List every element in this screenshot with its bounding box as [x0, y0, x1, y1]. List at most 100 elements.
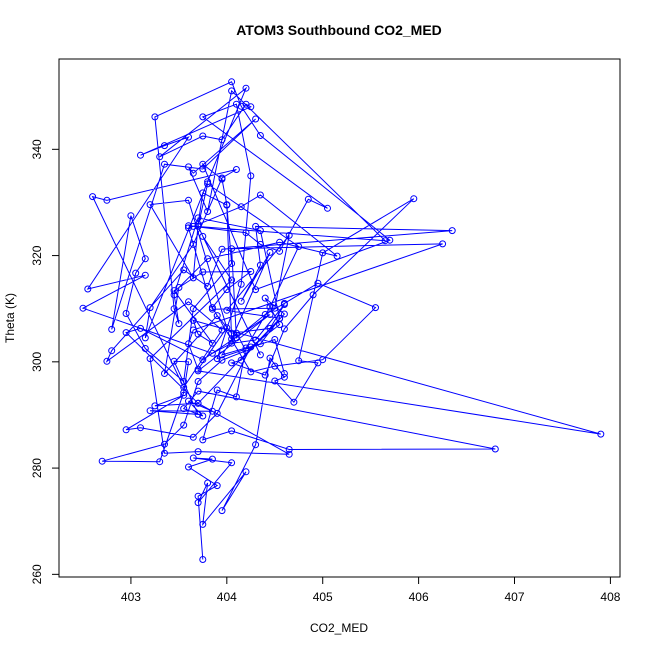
data-point: [218, 136, 226, 144]
data-point: [127, 212, 135, 220]
data-point: [223, 201, 231, 209]
data-point: [170, 291, 178, 299]
data-point: [151, 402, 159, 410]
data-point: [189, 240, 197, 248]
data-point: [309, 291, 317, 299]
data-point: [232, 329, 240, 337]
data-point: [185, 397, 192, 405]
data-point: [218, 245, 226, 253]
data-point: [252, 336, 260, 344]
data-point: [333, 252, 341, 260]
data-point: [228, 276, 236, 284]
data-point: [199, 356, 207, 364]
data-point: [185, 298, 192, 306]
data-point: [108, 325, 116, 333]
data-point: [199, 189, 207, 197]
data-point: [491, 445, 499, 453]
data-point: [256, 351, 264, 359]
data-point: [228, 427, 236, 435]
y-axis: 260 280 300 320 340: [30, 139, 60, 584]
data-point: [189, 316, 197, 324]
data-point: [151, 113, 159, 121]
data-point: [319, 249, 327, 257]
series-group: [79, 78, 605, 563]
data-point: [280, 325, 288, 333]
data-point: [204, 208, 212, 215]
data-point: [204, 282, 212, 290]
data-point: [285, 450, 293, 458]
data-point: [103, 357, 111, 365]
data-point: [89, 193, 97, 201]
data-point: [199, 436, 207, 444]
data-point: [280, 310, 288, 318]
data-point: [189, 222, 197, 230]
data-point: [285, 446, 293, 453]
data-point: [156, 458, 164, 466]
data-point: [266, 354, 274, 362]
data-point: [199, 232, 207, 240]
data-point: [141, 255, 149, 263]
data-point: [218, 326, 226, 334]
data-point: [261, 311, 269, 318]
data-point: [448, 227, 456, 235]
data-point: [185, 224, 192, 232]
data-point: [161, 160, 168, 168]
data-point: [161, 449, 168, 457]
data-point: [108, 347, 116, 355]
data-point: [237, 203, 245, 211]
data-point: [439, 240, 447, 248]
data-point: [161, 370, 168, 377]
data-point: [223, 286, 231, 294]
data-point: [252, 115, 260, 123]
data-point: [261, 371, 269, 379]
plot-frame: [58, 58, 621, 578]
data-point: [247, 343, 255, 351]
data-point: [175, 284, 183, 291]
data-point: [381, 237, 389, 245]
data-point: [266, 324, 274, 332]
data-point: [199, 268, 207, 276]
data-point: [256, 240, 264, 248]
data-point: [208, 407, 216, 415]
x-axis: 403 404 405 406 407 408: [121, 576, 621, 604]
data-point: [189, 326, 197, 334]
data-point: [242, 84, 250, 92]
data-point: [185, 133, 192, 141]
data-point: [232, 166, 240, 173]
data-point: [204, 178, 212, 186]
data-point: [218, 175, 226, 183]
data-point: [252, 441, 260, 449]
data-point: [84, 285, 92, 293]
data-point: [266, 311, 274, 318]
data-point: [280, 370, 288, 377]
data-point: [180, 389, 188, 397]
data-point: [232, 334, 240, 342]
data-point: [199, 113, 207, 121]
data-point: [185, 196, 192, 204]
data-point: [180, 266, 188, 274]
data-point: [199, 132, 207, 140]
data-point: [237, 297, 245, 305]
data-point: [372, 304, 379, 312]
data-point: [185, 463, 192, 471]
x-tick-label: 407: [504, 590, 524, 604]
data-point: [194, 410, 202, 418]
x-tick-label: 406: [409, 590, 429, 604]
data-point: [189, 454, 197, 462]
data-point: [247, 368, 255, 376]
data-point: [204, 255, 212, 263]
data-point: [280, 301, 288, 308]
data-point: [290, 398, 298, 406]
data-point: [386, 236, 394, 244]
data-point: [161, 142, 168, 150]
data-point: [98, 457, 106, 465]
data-point: [256, 132, 264, 139]
data-point: [232, 100, 240, 108]
data-point: [170, 287, 178, 295]
data-point: [228, 359, 236, 367]
data-point: [247, 172, 255, 180]
data-point: [266, 303, 274, 311]
data-point: [228, 78, 236, 86]
data-point: [271, 336, 279, 343]
